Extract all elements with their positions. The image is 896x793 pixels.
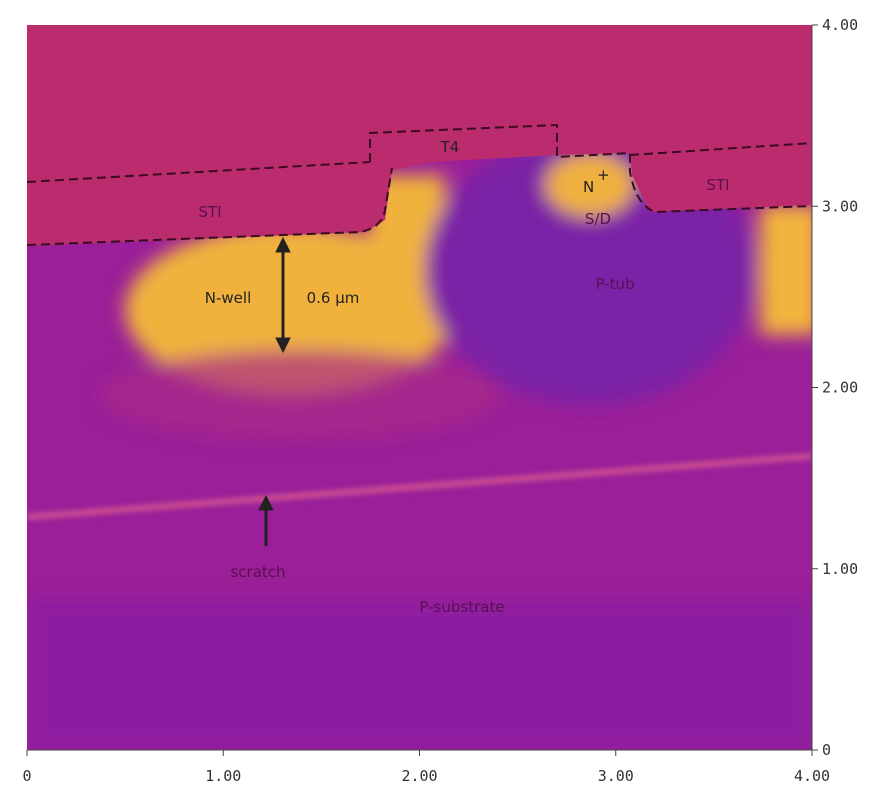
label-p-tub: P-tub: [595, 275, 634, 293]
label-sti-right: STI: [706, 176, 729, 194]
label-n-well: N-well: [205, 289, 251, 307]
x-tick-label: 1.00: [205, 767, 241, 785]
label-scratch: scratch: [230, 563, 285, 581]
micrograph: [27, 25, 812, 750]
label-n-plus-sup: +: [597, 166, 610, 184]
x-tick-label: 4.00: [794, 767, 830, 785]
label-sd: S/D: [585, 210, 611, 228]
label-sti-left: STI: [198, 203, 221, 221]
x-tick-label: 3.00: [598, 767, 634, 785]
label-p-substrate: P-substrate: [419, 598, 504, 616]
label-t4: T4: [440, 138, 460, 156]
y-tick-label: 2.00: [822, 379, 858, 397]
ticks: 0 1.00 2.00 3.00 4.00 0 1.00 2.00 3.00 4.00: [22, 16, 858, 785]
y-tick-label: 4.00: [822, 16, 858, 34]
y-tick-label: 0: [822, 741, 831, 759]
arrows: [258, 236, 291, 546]
label-n-plus: N: [583, 178, 594, 196]
y-tick-label: 3.00: [822, 197, 858, 215]
y-tick-label: 1.00: [822, 560, 858, 578]
label-depth: 0.6 µm: [307, 289, 360, 307]
x-tick-label: 0: [22, 767, 31, 785]
x-tick-label: 2.00: [401, 767, 437, 785]
